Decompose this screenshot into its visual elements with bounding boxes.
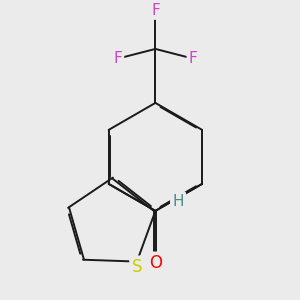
Text: F: F — [113, 51, 122, 66]
Text: O: O — [149, 254, 162, 272]
Text: F: F — [189, 51, 198, 66]
Text: F: F — [151, 3, 160, 18]
Text: S: S — [132, 258, 142, 276]
Text: H: H — [172, 194, 184, 208]
